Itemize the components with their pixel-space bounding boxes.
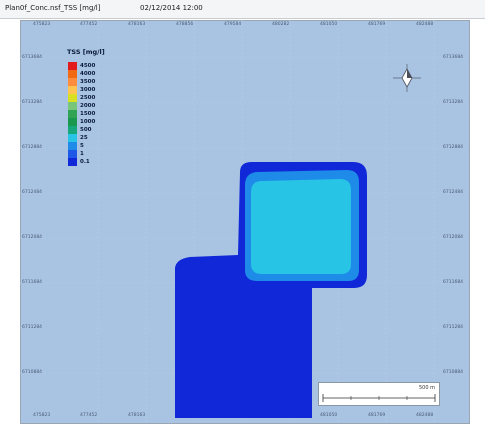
y-tick-left: 6713284	[22, 100, 43, 105]
x-tick-top: 481769	[368, 22, 386, 27]
legend-label: 4500	[80, 63, 96, 69]
x-tick-bottom: 482488	[416, 413, 434, 418]
x-tick-top: 478163	[128, 22, 146, 27]
scale-label: 500 m	[418, 385, 435, 391]
legend-label: 2000	[80, 103, 96, 109]
legend-swatch	[68, 126, 77, 134]
y-tick-right: 6710884	[443, 370, 464, 375]
scale-bar: 500 m	[318, 382, 440, 406]
legend-swatch	[68, 158, 77, 166]
legend-label: 5	[80, 143, 84, 149]
x-tick-top: 478856	[176, 22, 194, 27]
legend-label: 0.1	[80, 159, 90, 165]
window-title: Plan0f_Conc.nsf_TSS [mg/l]	[5, 4, 101, 12]
legend-label: 4000	[80, 71, 96, 77]
legend-label: 3500	[80, 79, 96, 85]
legend-swatch	[68, 142, 77, 150]
legend-swatch	[68, 62, 77, 70]
legend-swatch	[68, 94, 77, 102]
y-tick-left: 6713684	[22, 55, 43, 60]
legend-label: 3000	[80, 87, 96, 93]
window-titlebar: Plan0f_Conc.nsf_TSS [mg/l] 02/12/2014 12…	[0, 0, 485, 19]
plume-inner-region	[251, 179, 351, 274]
legend-swatch	[68, 150, 77, 158]
legend-label: 500	[80, 127, 92, 133]
x-tick-top: 482488	[416, 22, 434, 27]
legend-swatch	[68, 110, 77, 118]
y-tick-right: 6711684	[443, 280, 464, 285]
y-tick-left: 6711684	[22, 280, 43, 285]
legend-swatch	[68, 118, 77, 126]
legend-label: 25	[80, 135, 88, 141]
legend-swatch	[68, 134, 77, 142]
legend-label: 2500	[80, 95, 96, 101]
x-tick-top: 475823	[33, 22, 51, 27]
legend-swatch	[68, 86, 77, 94]
y-tick-right: 6713284	[443, 100, 464, 105]
y-tick-left: 6712084	[22, 235, 43, 240]
x-tick-bottom: 481050	[320, 413, 338, 418]
x-tick-bottom: 475823	[33, 413, 51, 418]
y-tick-left: 6711284	[22, 325, 43, 330]
x-tick-top: 481050	[320, 22, 338, 27]
legend-label: 1500	[80, 111, 96, 117]
x-tick-top: 479584	[224, 22, 242, 27]
legend-swatch	[68, 78, 77, 86]
x-tick-bottom: 477452	[80, 413, 98, 418]
y-tick-left: 6710884	[22, 370, 43, 375]
x-tick-top: 477452	[80, 22, 98, 27]
legend-label: 1	[80, 151, 84, 157]
y-tick-right: 6711284	[443, 325, 464, 330]
x-tick-bottom: 481769	[368, 413, 386, 418]
y-tick-left: 6712884	[22, 145, 43, 150]
x-tick-bottom: 478163	[128, 413, 146, 418]
legend-swatch	[68, 102, 77, 110]
legend-swatch	[68, 70, 77, 78]
scale-ruler	[322, 394, 436, 402]
x-tick-top: 480282	[272, 22, 290, 27]
y-tick-left: 6712484	[22, 190, 43, 195]
window-timestamp: 02/12/2014 12:00	[140, 4, 203, 12]
y-tick-right: 6712084	[443, 235, 464, 240]
y-tick-right: 6712884	[443, 145, 464, 150]
compass-icon	[393, 64, 421, 92]
y-tick-right: 6712484	[443, 190, 464, 195]
legend-label: 1000	[80, 119, 96, 125]
y-tick-right: 6713684	[443, 55, 464, 60]
legend-title: TSS [mg/l]	[67, 48, 105, 56]
